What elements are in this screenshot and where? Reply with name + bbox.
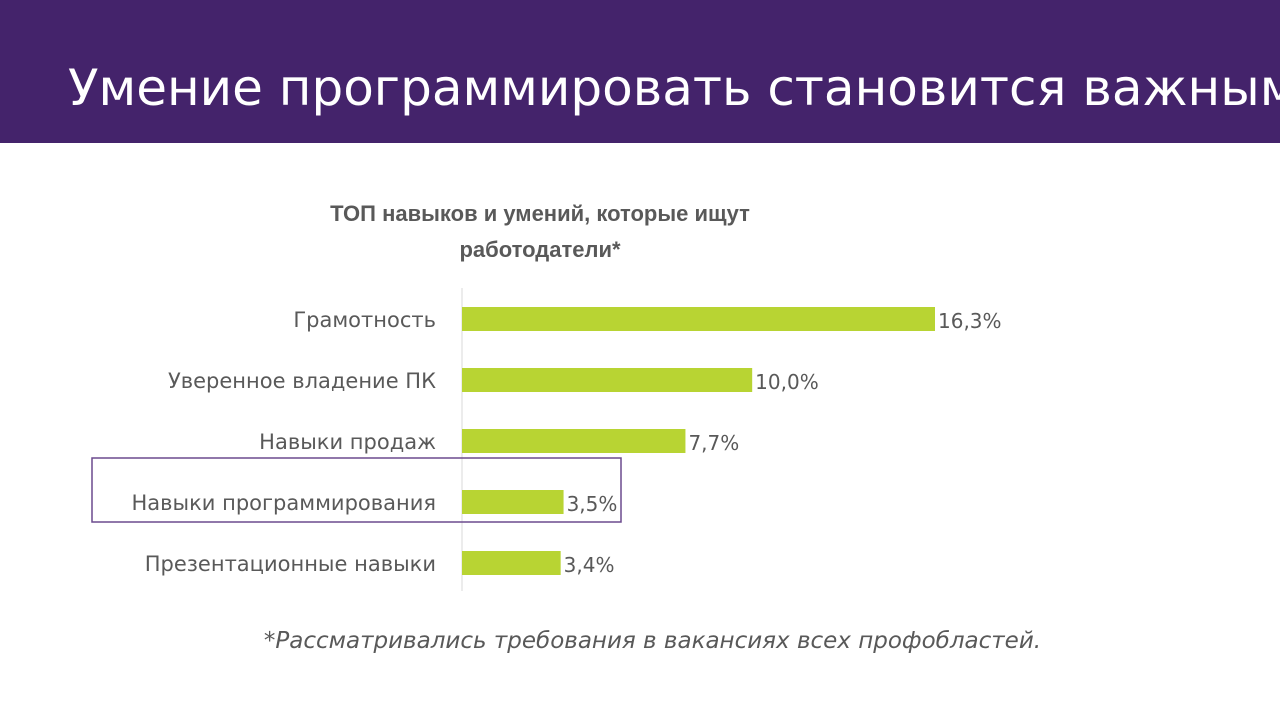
highlight-box xyxy=(91,457,622,523)
category-label: Уверенное владение ПК xyxy=(168,369,436,393)
bar xyxy=(462,490,564,514)
category-label: Навыки продаж xyxy=(259,430,436,454)
slide-title: Умение программировать становится важным xyxy=(68,59,1280,117)
chart-title-line-2: работодатели* xyxy=(459,237,621,262)
value-label: 3,4% xyxy=(564,553,615,577)
chart-title: ТОП навыков и умений, которые ищут работ… xyxy=(260,196,820,268)
bar xyxy=(462,429,686,453)
bar xyxy=(462,551,561,575)
category-label: Навыки программирования xyxy=(131,491,436,515)
chart-title-line-1: ТОП навыков и умений, которые ищут xyxy=(330,201,750,226)
footnote: *Рассматривались требования в вакансиях … xyxy=(263,628,1042,654)
value-label: 7,7% xyxy=(688,431,739,455)
value-label: 16,3% xyxy=(938,309,1002,333)
bar xyxy=(462,307,935,331)
value-label: 3,5% xyxy=(567,492,618,516)
category-label: Грамотность xyxy=(293,308,436,332)
value-label: 10,0% xyxy=(755,370,819,394)
title-banner xyxy=(0,0,1280,143)
bar xyxy=(462,368,753,392)
category-label: Презентационные навыки xyxy=(145,552,436,576)
